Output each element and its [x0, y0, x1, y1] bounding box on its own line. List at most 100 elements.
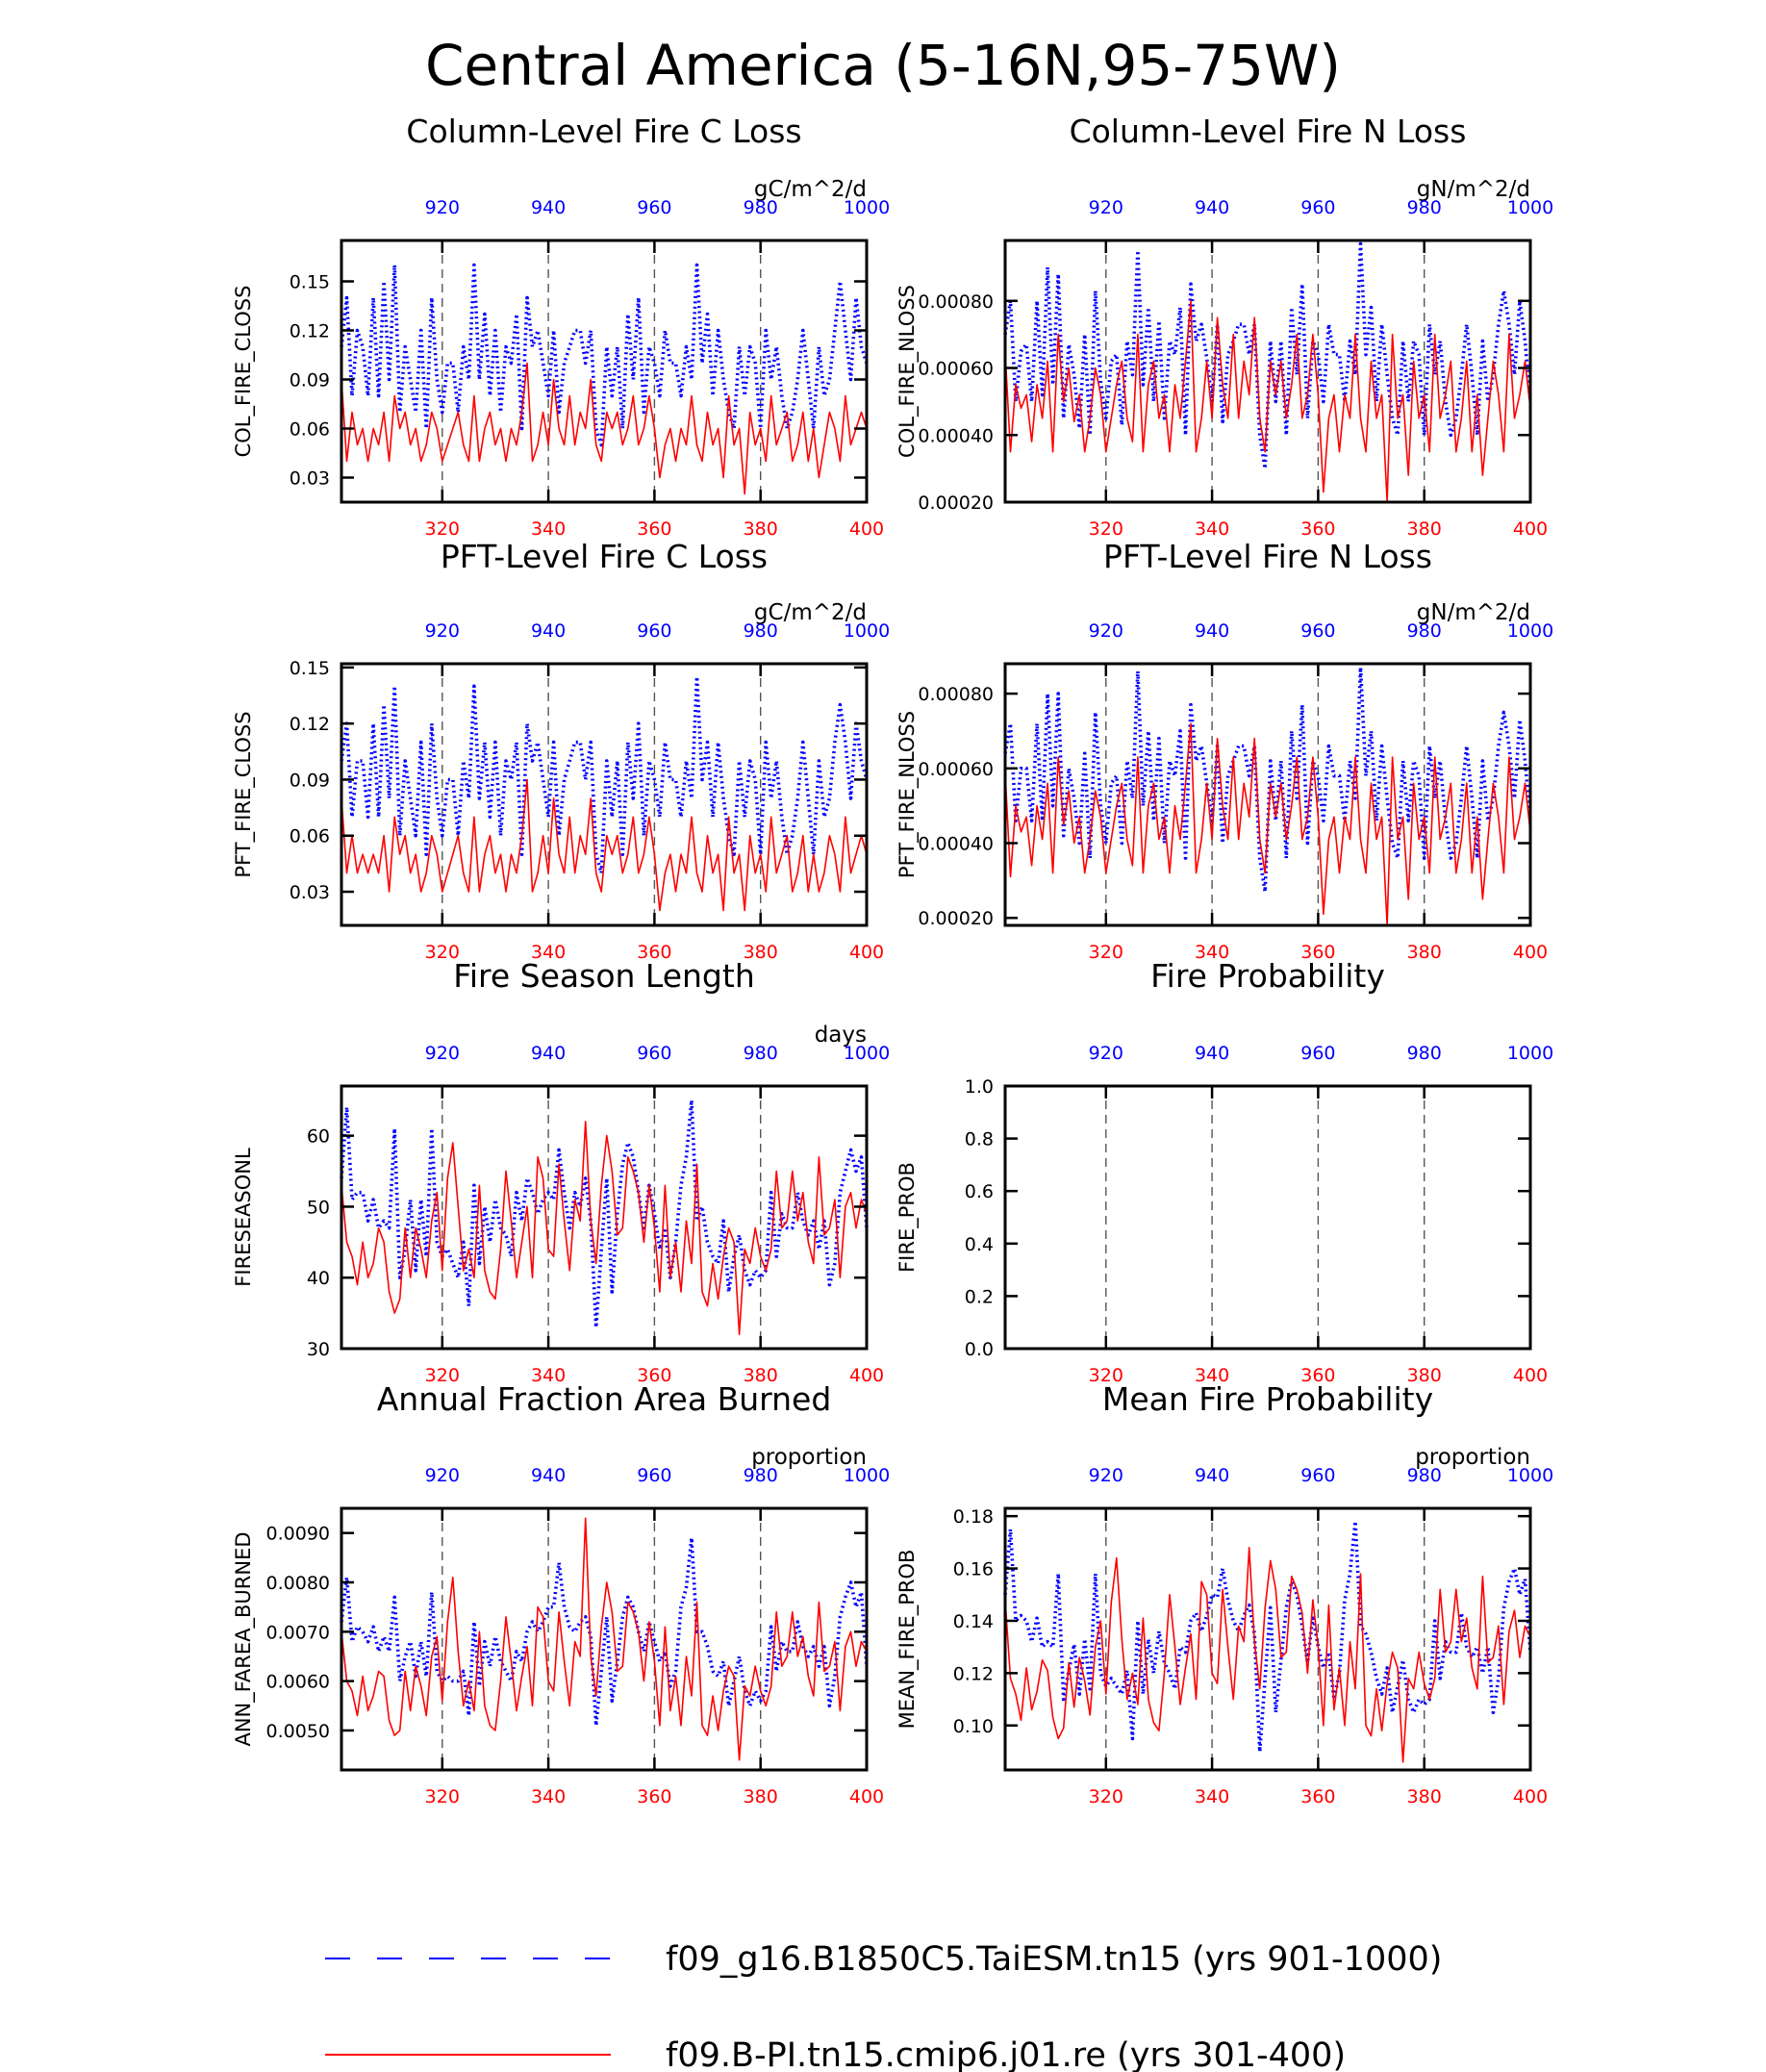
- x-bottom-tick-label: 360: [637, 518, 671, 540]
- x-bottom-tick-label: 400: [1513, 1365, 1548, 1386]
- panel-title: Fire Season Length: [453, 957, 754, 995]
- series-line-a: [1003, 1519, 1532, 1754]
- units-label: proportion: [751, 1445, 867, 1470]
- x-bottom-tick-label: 380: [744, 1365, 778, 1386]
- plot-frame: [340, 239, 869, 504]
- x-top-tick-label: 920: [1089, 1465, 1123, 1486]
- x-top-tick-label: 960: [1300, 197, 1335, 218]
- y-tick-label: 0.6: [965, 1181, 994, 1202]
- x-top-tick-label: 1000: [1507, 197, 1553, 218]
- y-tick-label: 50: [307, 1197, 330, 1218]
- panel-fire-probability: Fire Probability 0.0 0.2 0.4 0.6 0.8 1.0 320 340…: [896, 957, 1553, 1386]
- x-top-tick-label: 980: [1407, 1465, 1442, 1486]
- x-top-tick-label: 960: [1300, 1043, 1335, 1064]
- x-bottom-tick-label: 340: [531, 518, 566, 540]
- plot-frame: [1003, 662, 1532, 927]
- y-tick-label: 0.15: [290, 272, 330, 293]
- panel-pft-fire-c-loss: PFT-Level Fire C Loss gC/m^2/d 0.03 0.06 0.0…: [232, 538, 890, 963]
- x-bottom-tick-label: 400: [1513, 942, 1548, 963]
- x-top-tick-label: 940: [1195, 1465, 1229, 1486]
- x-top-tick-label: 960: [637, 1465, 671, 1486]
- y-axis-label: ANN_FAREA_BURNED: [232, 1531, 256, 1746]
- y-tick-label: 0.12: [290, 321, 330, 342]
- units-label: gN/m^2/d: [1417, 600, 1530, 625]
- x-top-tick-label: 980: [744, 1465, 778, 1486]
- y-tick-label: 60: [307, 1126, 330, 1148]
- x-top-tick-label: 980: [1407, 197, 1442, 218]
- x-bottom-tick-label: 380: [744, 1786, 778, 1807]
- panel-col-fire-n-loss: Column-Level Fire N Loss gN/m^2/d 0.00020 0…: [896, 113, 1553, 540]
- series-line-b: [341, 778, 868, 912]
- units-label: gC/m^2/d: [754, 600, 867, 625]
- x-top-tick-label: 940: [1195, 620, 1229, 642]
- panels: Column-Level Fire C Loss gC/m^2/d 0.03 0.06…: [232, 113, 1553, 1807]
- panel-pft-fire-n-loss: PFT-Level Fire N Loss gN/m^2/d 0.00020 0.00…: [896, 538, 1553, 963]
- y-tick-label: 0.00040: [918, 834, 994, 855]
- x-top-tick-label: 920: [425, 1465, 460, 1486]
- x-bottom-tick-label: 360: [637, 1365, 671, 1386]
- y-tick-label: 0.09: [290, 770, 330, 791]
- y-axis-label: FIRE_PROB: [896, 1162, 920, 1273]
- panel-annual-fraction-area-burned: Annual Fraction Area Burned proportion 0.0…: [232, 1380, 890, 1807]
- x-bottom-tick-label: 380: [1407, 1365, 1442, 1386]
- x-top-tick-label: 920: [425, 1043, 460, 1064]
- x-bottom-tick-label: 320: [1089, 1365, 1123, 1386]
- y-tick-label: 0.00040: [918, 425, 994, 446]
- y-tick-label: 0.03: [290, 882, 330, 903]
- y-tick-label: 0.00080: [918, 291, 994, 313]
- x-bottom-tick-label: 380: [1407, 518, 1442, 540]
- x-top-tick-label: 1000: [844, 620, 890, 642]
- panel-title: Mean Fire Probability: [1102, 1380, 1433, 1418]
- y-tick-label: 0.00080: [918, 684, 994, 705]
- x-bottom-tick-label: 400: [1513, 1786, 1548, 1807]
- x-top-tick-label: 960: [637, 197, 671, 218]
- panel-title: Column-Level Fire C Loss: [406, 113, 801, 150]
- x-top-tick-label: 920: [1089, 1043, 1123, 1064]
- x-bottom-tick-label: 360: [1300, 518, 1335, 540]
- x-top-tick-label: 920: [1089, 197, 1123, 218]
- x-bottom-tick-label: 380: [1407, 1786, 1442, 1807]
- x-top-tick-label: 980: [1407, 1043, 1442, 1064]
- x-bottom-tick-label: 380: [744, 518, 778, 540]
- x-top-tick-label: 960: [1300, 1465, 1335, 1486]
- y-tick-label: 0.14: [953, 1611, 994, 1632]
- y-tick-label: 0.12: [290, 714, 330, 735]
- x-bottom-tick-label: 340: [531, 1365, 566, 1386]
- plot-frame: [340, 1084, 869, 1351]
- panel-fire-season-length: Fire Season Length days 30 40 50 60 320 340 360 3…: [232, 957, 890, 1386]
- y-tick-label: 0.18: [953, 1506, 994, 1528]
- y-tick-label: 0.0050: [266, 1721, 330, 1742]
- series-line-b: [341, 362, 868, 495]
- x-bottom-tick-label: 360: [637, 1786, 671, 1807]
- x-top-tick-label: 940: [1195, 197, 1229, 218]
- panel-title: Fire Probability: [1150, 957, 1385, 995]
- x-bottom-tick-label: 380: [744, 942, 778, 963]
- x-bottom-tick-label: 340: [531, 1786, 566, 1807]
- y-tick-label: 0.0090: [266, 1524, 330, 1545]
- x-top-tick-label: 940: [531, 620, 566, 642]
- y-tick-label: 0.06: [290, 826, 330, 847]
- x-top-tick-label: 980: [744, 1043, 778, 1064]
- y-tick-label: 30: [307, 1339, 330, 1360]
- series-line-a: [340, 263, 869, 447]
- x-top-tick-label: 1000: [1507, 1465, 1553, 1486]
- x-top-tick-label: 1000: [1507, 1043, 1553, 1064]
- x-bottom-tick-label: 360: [1300, 1786, 1335, 1807]
- x-bottom-tick-label: 340: [1195, 942, 1229, 963]
- plot-frame: [340, 662, 869, 927]
- x-bottom-tick-label: 400: [849, 942, 884, 963]
- y-tick-label: 0.00020: [918, 493, 994, 514]
- x-top-tick-label: 920: [425, 197, 460, 218]
- x-bottom-tick-label: 400: [1513, 518, 1548, 540]
- units-label: gN/m^2/d: [1417, 177, 1530, 202]
- y-tick-label: 0.0080: [266, 1573, 330, 1594]
- series-line-a: [340, 1536, 869, 1728]
- y-tick-label: 0.4: [965, 1234, 994, 1255]
- x-top-tick-label: 940: [1195, 1043, 1229, 1064]
- y-tick-label: 0.2: [965, 1286, 994, 1307]
- x-top-tick-label: 1000: [844, 197, 890, 218]
- panel-col-fire-c-loss: Column-Level Fire C Loss gC/m^2/d 0.03 0.06…: [232, 113, 890, 540]
- x-bottom-tick-label: 400: [849, 518, 884, 540]
- legend-label-series-a: f09_g16.B1850C5.TaiESM.tn15 (yrs 901-100…: [666, 1940, 1442, 1979]
